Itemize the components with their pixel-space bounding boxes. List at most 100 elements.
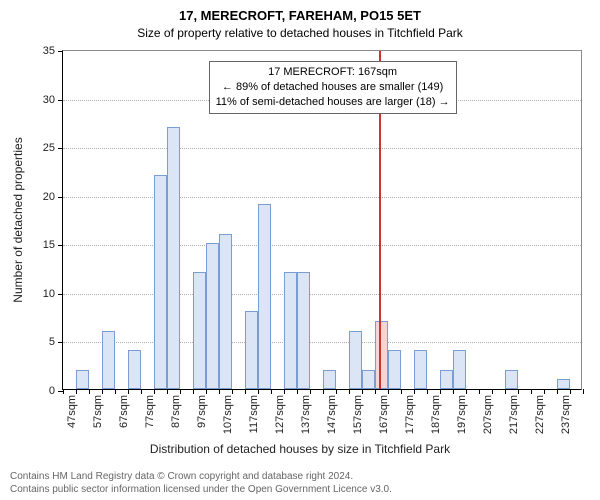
x-tick-mark [583,389,584,394]
x-tick-label: 47sqm [66,395,78,428]
x-tick-label: 197sqm [456,395,468,434]
y-tick-label: 0 [49,385,63,397]
gridline-horizontal [63,148,581,149]
histogram-bar [128,350,141,389]
x-tick-mark [258,389,259,394]
x-axis-label: Distribution of detached houses by size … [0,442,600,456]
annotation-box: 17 MERECROFT: 167sqm← 89% of detached ho… [209,61,457,114]
footer-line-2: Contains public sector information licen… [10,483,590,496]
x-tick-mark [102,389,103,394]
x-tick-label: 117sqm [248,395,260,433]
histogram-bar [453,350,466,389]
histogram-bar [76,370,89,389]
x-tick-mark [323,389,324,394]
histogram-bar [154,175,167,389]
histogram-bar [440,370,453,389]
x-tick-mark [206,389,207,394]
x-tick-mark [349,389,350,394]
x-tick-label: 187sqm [430,395,442,434]
x-tick-mark [284,389,285,394]
x-tick-mark [362,389,363,394]
histogram-bar [388,350,401,389]
x-tick-label: 147sqm [326,395,338,434]
y-tick-label: 10 [43,288,63,300]
x-tick-mark [388,389,389,394]
x-tick-label: 97sqm [196,395,208,428]
x-tick-mark [128,389,129,394]
histogram-bar [557,379,570,389]
chart-title-line2: Size of property relative to detached ho… [0,26,600,40]
x-tick-mark [336,389,337,394]
x-tick-label: 87sqm [170,395,182,428]
x-tick-mark [492,389,493,394]
x-tick-mark [453,389,454,394]
x-tick-mark [141,389,142,394]
gridline-horizontal [63,342,581,343]
x-tick-label: 157sqm [352,395,364,434]
y-tick-label: 30 [43,94,63,106]
y-tick-label: 5 [49,336,63,348]
x-tick-mark [310,389,311,394]
annotation-line: 11% of semi-detached houses are larger (… [216,95,450,110]
annotation-line: 17 MERECROFT: 167sqm [216,65,450,80]
x-tick-mark [271,389,272,394]
x-tick-mark [466,389,467,394]
histogram-bar [362,370,375,389]
x-tick-mark [557,389,558,394]
histogram-bar [258,204,271,389]
x-tick-label: 107sqm [222,395,234,434]
footer-line-1: Contains HM Land Registry data © Crown c… [10,470,590,483]
histogram-bar [349,331,362,389]
histogram-bar [414,350,427,389]
x-tick-label: 167sqm [378,395,390,434]
x-tick-mark [375,389,376,394]
x-tick-mark [89,389,90,394]
x-tick-mark [401,389,402,394]
x-tick-label: 207sqm [482,395,494,434]
y-tick-label: 20 [43,191,63,203]
x-tick-mark [219,389,220,394]
x-tick-mark [180,389,181,394]
x-tick-mark [479,389,480,394]
x-tick-mark [570,389,571,394]
attribution-footer: Contains HM Land Registry data © Crown c… [0,470,600,496]
histogram-bar [167,127,180,389]
histogram-bar [206,243,219,389]
histogram-bar [297,272,310,389]
x-tick-label: 177sqm [404,395,416,434]
y-tick-label: 35 [43,45,63,57]
x-tick-label: 137sqm [300,395,312,434]
x-tick-mark [518,389,519,394]
chart-title-line1: 17, MERECROFT, FAREHAM, PO15 5ET [0,8,600,23]
x-tick-label: 217sqm [508,395,520,434]
gridline-horizontal [63,197,581,198]
histogram-bar [284,272,297,389]
histogram-bar [193,272,206,389]
y-axis-label: Number of detached properties [11,137,25,302]
gridline-horizontal [63,294,581,295]
x-tick-mark [544,389,545,394]
x-tick-label: 237sqm [560,395,572,434]
histogram-bar [219,234,232,389]
histogram-bar [245,311,258,389]
x-tick-mark [232,389,233,394]
y-tick-label: 15 [43,239,63,251]
x-tick-mark [427,389,428,394]
x-tick-mark [414,389,415,394]
annotation-line: ← 89% of detached houses are smaller (14… [216,80,450,95]
x-tick-mark [167,389,168,394]
histogram-bar [102,331,115,389]
y-tick-label: 25 [43,142,63,154]
x-tick-mark [505,389,506,394]
x-tick-label: 77sqm [144,395,156,428]
x-tick-label: 127sqm [274,395,286,434]
histogram-bar [505,370,518,389]
x-tick-mark [63,389,64,394]
x-tick-label: 57sqm [92,395,104,428]
x-tick-mark [115,389,116,394]
x-tick-mark [193,389,194,394]
x-tick-mark [154,389,155,394]
x-tick-label: 67sqm [118,395,130,428]
x-tick-label: 227sqm [534,395,546,434]
histogram-bar [323,370,336,389]
